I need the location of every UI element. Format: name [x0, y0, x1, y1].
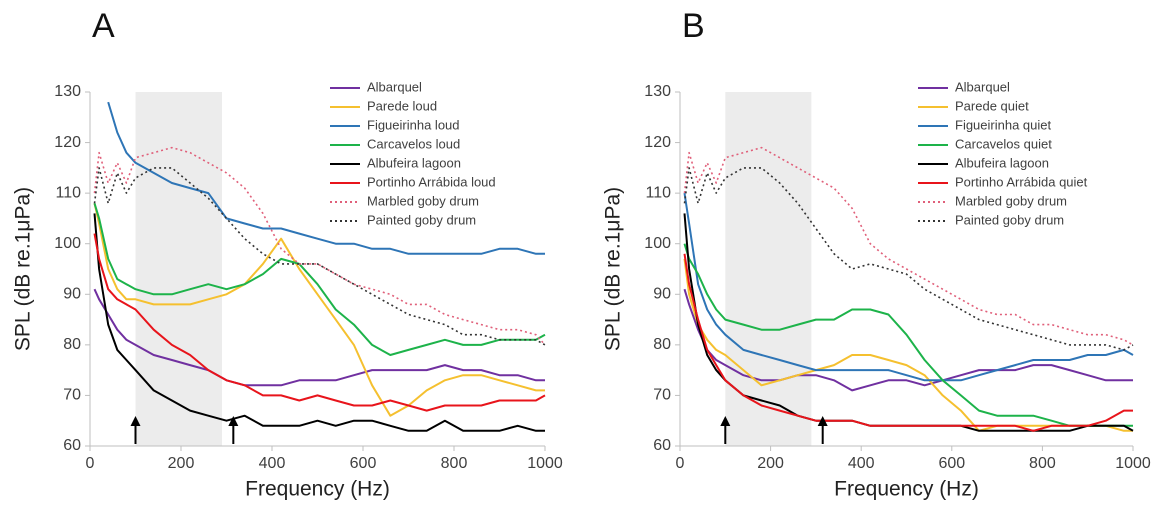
y-tick-label: 80	[63, 336, 81, 353]
series-line	[107, 101, 545, 255]
legend-label: Albufeira lagoon	[367, 155, 461, 170]
y-tick-label: 90	[63, 286, 81, 303]
legend-label: Portinho Arrábida loud	[367, 174, 496, 189]
series-line	[93, 213, 545, 432]
arrow-head	[817, 416, 828, 426]
y-tick-label: 110	[645, 184, 671, 201]
highlight-band	[725, 92, 812, 446]
x-tick-label: 200	[757, 455, 784, 472]
legend-label: Carcavelos loud	[367, 136, 460, 151]
y-tick-label: 120	[644, 134, 671, 151]
x-tick-label: 600	[938, 455, 965, 472]
legend-label: Painted goby drum	[367, 212, 476, 227]
panel-label: A	[92, 7, 115, 45]
y-tick-label: 60	[63, 437, 81, 454]
legend-label: Parede loud	[367, 98, 437, 113]
y-axis-title: SPL (dB re.1μPa)	[12, 187, 35, 351]
x-tick-label: 400	[259, 455, 286, 472]
series-line	[683, 253, 1133, 432]
panel-label: B	[682, 7, 705, 45]
x-axis-title: Frequency (Hz)	[245, 478, 390, 501]
x-tick-label: 1000	[1115, 455, 1151, 472]
x-tick-label: 400	[848, 455, 875, 472]
x-tick-label: 1000	[527, 455, 563, 472]
x-tick-label: 800	[441, 455, 468, 472]
legend-label: Parede quiet	[955, 98, 1029, 113]
legend-label: Figueirinha quiet	[955, 117, 1052, 132]
y-axis-title: SPL (dB re.1μPa)	[602, 187, 625, 351]
series-line	[683, 243, 1133, 427]
x-tick-label: 800	[1029, 455, 1056, 472]
y-tick-label: 70	[63, 387, 81, 404]
legend-label: Albarquel	[367, 79, 422, 94]
y-tick-label: 130	[644, 83, 671, 100]
series-line	[683, 167, 1134, 351]
x-tick-label: 0	[676, 455, 685, 472]
legend-label: Figueirinha loud	[367, 117, 460, 132]
series-line	[93, 146, 546, 346]
legend-label: Painted goby drum	[955, 212, 1064, 227]
x-axis-title: Frequency (Hz)	[834, 478, 979, 501]
y-tick-label: 100	[54, 235, 81, 252]
x-tick-label: 0	[86, 455, 95, 472]
series-line	[93, 203, 545, 417]
legend-label: Marbled goby drum	[955, 193, 1067, 208]
legend-label: Marbled goby drum	[367, 193, 479, 208]
series-line	[683, 288, 1133, 392]
arrow-head	[720, 416, 731, 426]
series-line	[683, 192, 1134, 382]
x-tick-label: 600	[350, 455, 377, 472]
y-tick-label: 100	[644, 235, 671, 252]
y-tick-label: 80	[653, 336, 671, 353]
series-line	[93, 233, 546, 412]
y-tick-label: 120	[54, 134, 81, 151]
series-line	[93, 288, 545, 387]
legend-label: Albufeira lagoon	[955, 155, 1049, 170]
legend-label: Albarquel	[955, 79, 1010, 94]
y-tick-label: 70	[653, 387, 671, 404]
y-tick-label: 90	[653, 286, 671, 303]
legend-label: Carcavelos quiet	[955, 136, 1052, 151]
arrow-head	[130, 416, 141, 426]
arrow-head	[228, 416, 239, 426]
x-tick-label: 200	[168, 455, 195, 472]
series-line	[683, 146, 1134, 346]
highlight-band	[135, 92, 222, 446]
y-tick-label: 60	[653, 437, 671, 454]
y-tick-label: 110	[55, 184, 81, 201]
y-tick-label: 130	[54, 83, 81, 100]
legend-label: Portinho Arrábida quiet	[955, 174, 1088, 189]
